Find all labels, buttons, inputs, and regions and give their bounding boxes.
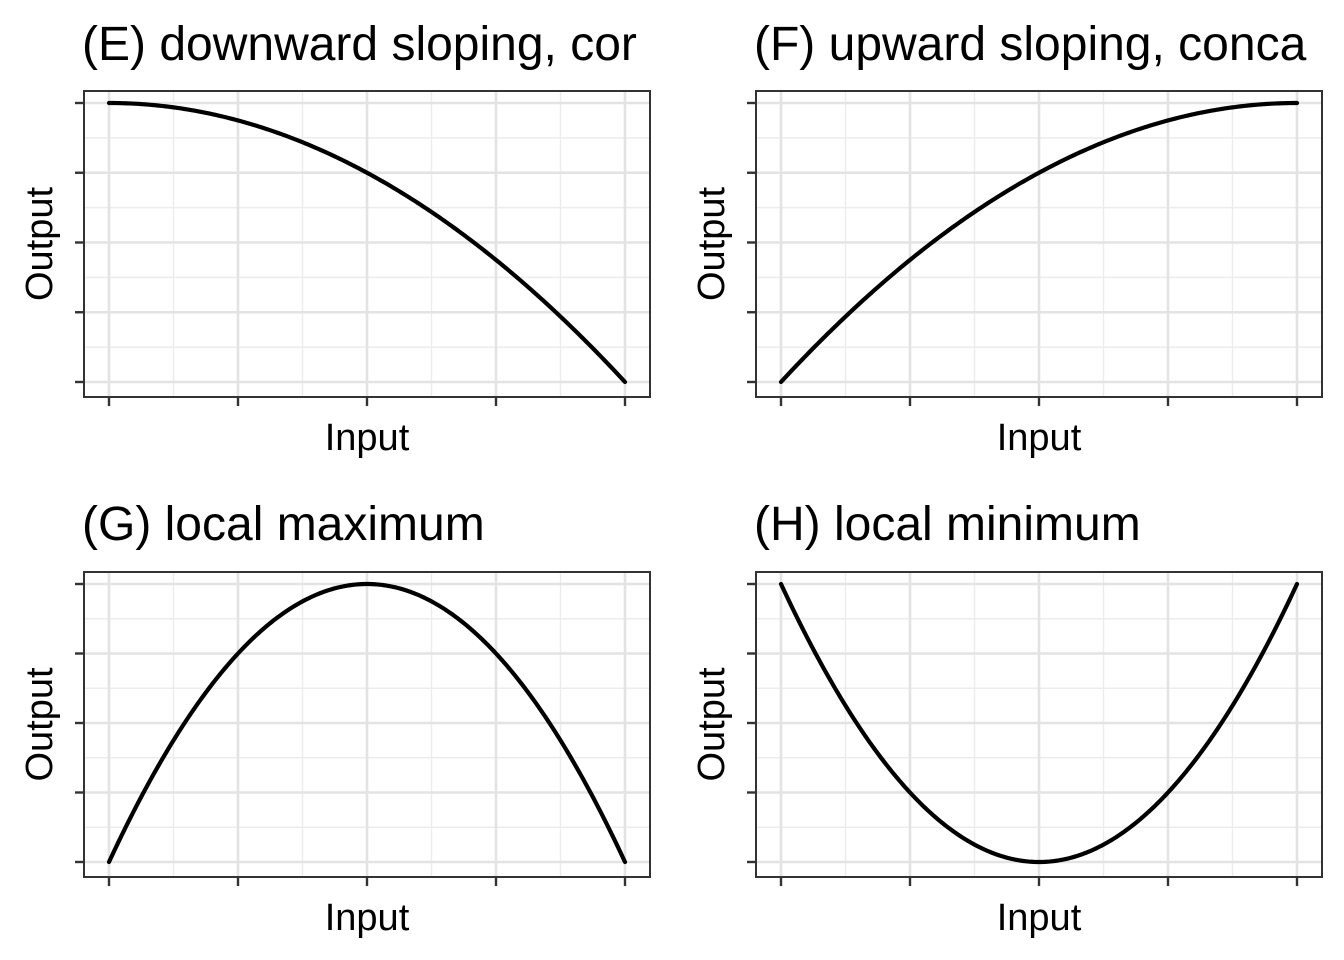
chart-panel-1: (F) upward sloping, conca Input Output — [691, 18, 1323, 459]
chart-panel-3: (H) local minimum Input Output — [691, 498, 1323, 939]
y-axis-label: Output — [691, 667, 733, 782]
chart-panel-0: (E) downward sloping, cor Input Output — [19, 18, 651, 459]
grid — [756, 91, 1322, 397]
chart-panel-2: (G) local maximum Input Output — [19, 498, 651, 939]
chart-title: (F) upward sloping, conca — [754, 18, 1307, 71]
chart-title: (E) downward sloping, cor — [82, 18, 637, 71]
series-line — [106, 581, 628, 865]
x-axis-label: Input — [997, 897, 1082, 939]
y-axis-label: Output — [19, 667, 61, 782]
chart-title: (G) local maximum — [82, 498, 485, 551]
series-line — [778, 100, 1300, 385]
grid — [84, 91, 650, 397]
y-axis-label: Output — [691, 187, 733, 302]
x-axis-label: Input — [997, 417, 1082, 459]
series-line — [106, 100, 628, 385]
grid — [84, 572, 650, 877]
series-line — [778, 581, 1300, 865]
y-axis-label: Output — [19, 187, 61, 302]
chart-title: (H) local minimum — [754, 498, 1141, 551]
x-axis-label: Input — [325, 897, 410, 939]
x-axis-label: Input — [325, 417, 410, 459]
grid — [756, 572, 1322, 877]
